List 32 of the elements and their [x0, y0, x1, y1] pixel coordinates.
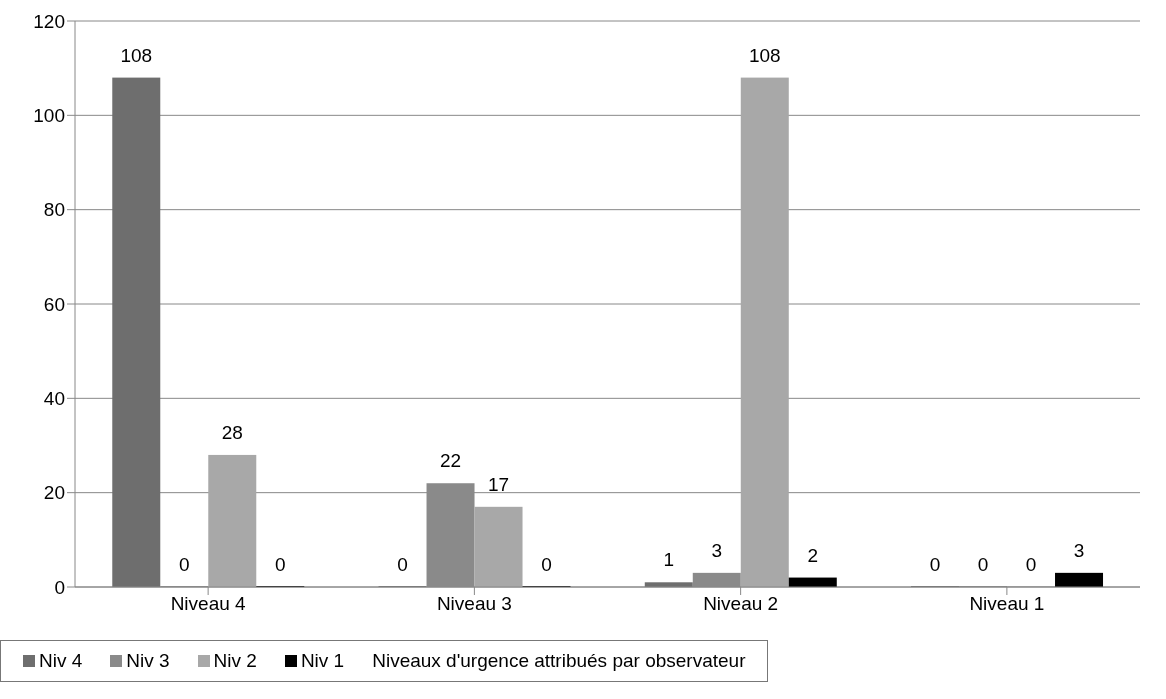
legend-label: Niv 4 — [39, 650, 83, 672]
data-label: 2 — [807, 544, 819, 566]
legend-label: Niv 1 — [300, 650, 345, 672]
legend-title: Niveaux d'urgence attribués par observateur — [372, 650, 746, 672]
data-label: 0 — [274, 554, 286, 575]
data-label: 28 — [221, 421, 243, 443]
legend-label: Niv 3 — [126, 650, 170, 672]
data-label: 1 — [663, 549, 675, 571]
data-label: 0 — [541, 554, 552, 575]
data-label: 3 — [1073, 539, 1085, 561]
y-tick-label: 60 — [43, 293, 65, 315]
data-label: 0 — [929, 554, 941, 575]
data-label: 0 — [178, 554, 190, 575]
data-label: 0 — [1025, 554, 1037, 575]
x-tick-label: Niveau 2 — [703, 593, 779, 615]
y-tick-label: 120 — [33, 10, 65, 32]
data-label: 17 — [487, 473, 510, 495]
data-label: 108 — [748, 44, 781, 66]
x-tick-label: Niveau 1 — [969, 593, 1045, 615]
y-tick-label: 20 — [43, 482, 65, 504]
x-tick-label: Niveau 4 — [170, 593, 247, 615]
data-label: 22 — [439, 450, 462, 472]
data-label: 0 — [397, 554, 408, 575]
x-tick-label: Niveau 3 — [436, 593, 512, 615]
y-tick-label: 40 — [43, 388, 65, 410]
y-tick-label: 80 — [43, 199, 65, 221]
legend-label: Niv 2 — [213, 650, 257, 672]
y-tick-label: 0 — [54, 576, 65, 598]
y-tick-label: 100 — [33, 105, 65, 127]
data-label: 0 — [977, 554, 989, 575]
data-label: 3 — [711, 539, 723, 561]
data-label: 108 — [120, 44, 153, 66]
